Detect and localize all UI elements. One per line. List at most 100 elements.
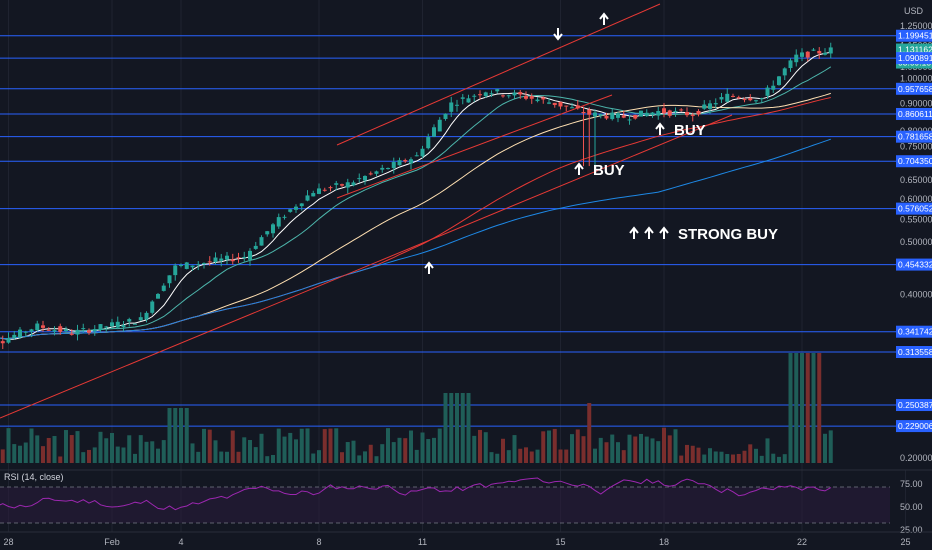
volume-bar <box>213 440 218 463</box>
candle-body <box>713 103 718 105</box>
candle-body <box>334 183 339 185</box>
candle-body <box>380 167 385 170</box>
candle-body <box>616 113 620 118</box>
volume-bar <box>317 450 321 463</box>
volume-bar <box>777 456 781 463</box>
candle-body <box>650 112 655 115</box>
volume-bar <box>489 452 494 463</box>
candle-body <box>742 99 747 101</box>
candle-body <box>317 188 321 194</box>
candle-body <box>489 93 494 95</box>
volume-bar <box>564 449 569 463</box>
time-tick-label: 18 <box>659 537 669 547</box>
volume-bar <box>823 433 827 463</box>
volume-bar <box>426 439 431 463</box>
candle-body <box>673 110 678 113</box>
volume-bar <box>817 353 822 463</box>
candle-body <box>529 96 534 99</box>
volume-bar <box>575 429 580 463</box>
trend-lines[interactable] <box>0 3 733 419</box>
support-trend-line[interactable] <box>0 114 733 419</box>
svg-text:0.957658: 0.957658 <box>898 84 932 94</box>
volume-bar <box>794 353 799 463</box>
volume-bar <box>736 453 741 463</box>
level-label: 0.341742 <box>896 325 932 338</box>
volume-bar <box>351 440 356 463</box>
candle-body <box>357 178 362 180</box>
candle-body <box>627 119 632 121</box>
svg-text:0.704350: 0.704350 <box>898 156 932 166</box>
candle-body <box>501 95 505 97</box>
candle-body <box>265 231 270 235</box>
volume-bar <box>46 437 51 463</box>
candle-body <box>437 119 442 132</box>
candle-body <box>800 52 804 57</box>
volume-bar <box>121 447 126 463</box>
candle-body <box>81 328 86 330</box>
volume-bar <box>765 438 770 463</box>
volume-bar <box>495 453 500 463</box>
volume-bar <box>288 432 293 463</box>
candle-body <box>156 293 160 299</box>
candle-body <box>414 155 419 157</box>
candle-body <box>685 112 689 116</box>
candle-body <box>817 50 822 54</box>
level-label: 0.576052 <box>896 202 932 215</box>
candle-body <box>110 322 114 327</box>
volume-bar <box>708 448 712 463</box>
channel-upper-line[interactable] <box>336 3 661 146</box>
volume-bar <box>570 434 574 463</box>
channel-middle-line[interactable] <box>336 94 613 199</box>
arrow-up-icon <box>644 226 654 239</box>
volume-bar <box>104 438 109 463</box>
candle-body <box>639 110 643 117</box>
candle-body <box>805 51 810 58</box>
volume-bar <box>363 451 367 463</box>
volume-bar <box>357 455 362 463</box>
volume-bar <box>782 454 787 463</box>
level-label: 0.704350 <box>896 155 932 168</box>
candle-body <box>161 285 166 291</box>
candle-body <box>374 171 379 174</box>
candle-body <box>190 265 195 268</box>
rsi-label: RSI (14, close) <box>4 472 64 482</box>
volume-bar <box>690 445 695 463</box>
time-axis[interactable]: 28Feb481115182225Mar4 <box>0 531 932 547</box>
volume-bar <box>420 432 425 463</box>
candle-body <box>443 113 448 119</box>
annotations[interactable]: BUY BUY STRONG BUY <box>424 12 778 274</box>
volume-bar <box>374 456 379 463</box>
time-ticks: 28Feb481115182225Mar4 <box>3 537 910 547</box>
level-labels: 1.199451 0.957658 0.860611 0.781658 0.704350… <box>896 29 932 433</box>
svg-text:0.250387: 0.250387 <box>898 400 932 410</box>
rsi-pane[interactable]: RSI (14, close) 75.00 50.00 25.00 <box>0 469 932 535</box>
volume-bar <box>478 429 482 463</box>
volume-bar <box>69 435 74 463</box>
volume-bar <box>512 435 517 463</box>
volume-bar <box>828 430 833 463</box>
candle-body <box>351 182 356 186</box>
candle-body <box>598 114 603 116</box>
candle-body <box>202 263 206 265</box>
candle-body <box>29 329 34 332</box>
price-axis[interactable]: USD 1.2500001.1500001.0500001.0000000.90… <box>896 0 932 470</box>
candle-body <box>426 137 431 149</box>
level-label: 0.957658 <box>896 82 932 95</box>
volume-bar <box>391 442 396 463</box>
arrow-up-icon <box>599 12 609 25</box>
volume-bar <box>771 453 776 463</box>
horizontal-levels[interactable] <box>0 35 896 427</box>
svg-text:0.860611: 0.860611 <box>898 109 932 119</box>
volume-bar <box>472 435 477 463</box>
candle-body <box>782 68 787 76</box>
candle-body <box>570 107 574 109</box>
volume-bar <box>627 434 632 463</box>
candle-body <box>35 323 40 331</box>
volume-bar <box>207 429 212 463</box>
volume-bar <box>386 428 390 463</box>
candle-body <box>253 245 258 249</box>
